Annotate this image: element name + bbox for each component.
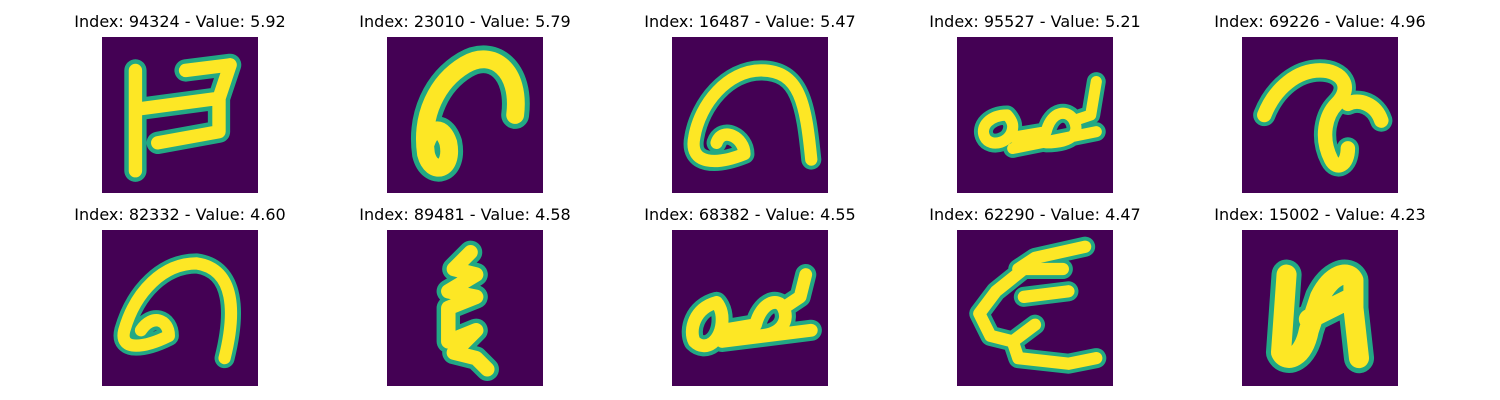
panel-title: Index: 68382 - Value: 4.55 xyxy=(644,205,856,224)
character-image xyxy=(672,230,828,386)
character-image xyxy=(102,230,258,386)
panel-title: Index: 95527 - Value: 5.21 xyxy=(929,12,1141,31)
glyph-svg xyxy=(1242,230,1398,386)
character-image xyxy=(957,37,1113,193)
glyph-svg xyxy=(102,230,258,386)
glyph-svg xyxy=(1242,37,1398,193)
grid-panel: Index: 95527 - Value: 5.21 xyxy=(929,12,1141,202)
character-image xyxy=(672,37,828,193)
panel-title: Index: 62290 - Value: 4.47 xyxy=(929,205,1141,224)
panel-title: Index: 94324 - Value: 5.92 xyxy=(74,12,286,31)
grid-panel: Index: 16487 - Value: 5.47 xyxy=(644,12,856,202)
grid-panel: Index: 62290 - Value: 4.47 xyxy=(929,205,1141,395)
panel-title: Index: 69226 - Value: 4.96 xyxy=(1214,12,1426,31)
glyph-svg xyxy=(672,230,828,386)
grid-panel: Index: 23010 - Value: 5.79 xyxy=(359,12,571,202)
character-image xyxy=(387,37,543,193)
character-image xyxy=(957,230,1113,386)
character-image xyxy=(102,37,258,193)
glyph-svg xyxy=(102,37,258,193)
panel-title: Index: 89481 - Value: 4.58 xyxy=(359,205,571,224)
panel-title: Index: 16487 - Value: 5.47 xyxy=(644,12,856,31)
grid-panel: Index: 94324 - Value: 5.92 xyxy=(74,12,286,202)
character-image xyxy=(1242,230,1398,386)
panel-title: Index: 23010 - Value: 5.79 xyxy=(359,12,571,31)
glyph-svg xyxy=(387,37,543,193)
grid-panel: Index: 68382 - Value: 4.55 xyxy=(644,205,856,395)
glyph-svg xyxy=(957,230,1113,386)
grid-panel: Index: 89481 - Value: 4.58 xyxy=(359,205,571,395)
panel-title: Index: 15002 - Value: 4.23 xyxy=(1214,205,1426,224)
grid-panel: Index: 15002 - Value: 4.23 xyxy=(1214,205,1426,395)
grid-panel: Index: 82332 - Value: 4.60 xyxy=(74,205,286,395)
glyph-svg xyxy=(957,37,1113,193)
grid-panel: Index: 69226 - Value: 4.96 xyxy=(1214,12,1426,202)
character-image xyxy=(1242,37,1398,193)
glyph-svg xyxy=(672,37,828,193)
character-image xyxy=(387,230,543,386)
panel-title: Index: 82332 - Value: 4.60 xyxy=(74,205,286,224)
glyph-svg xyxy=(387,230,543,386)
